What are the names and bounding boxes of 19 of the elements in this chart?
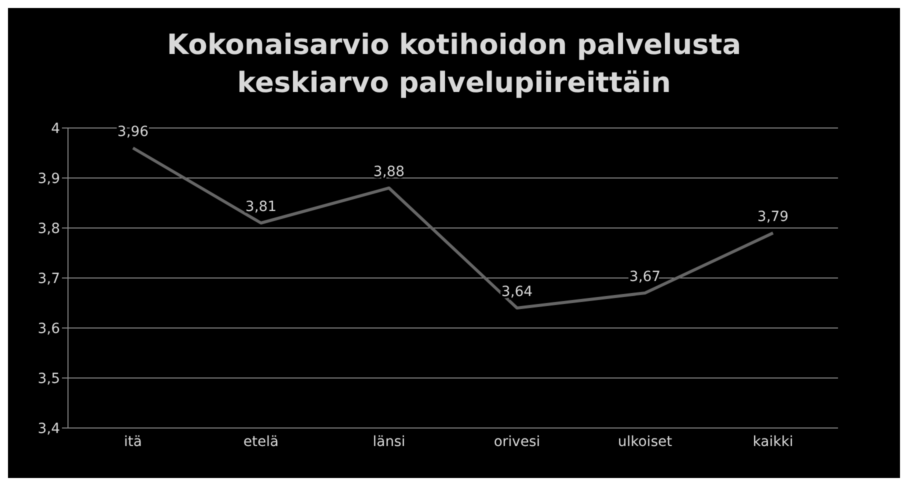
text: 3,81 [245,199,277,215]
y-tick-label: 3,7 [38,270,60,287]
y-tick-label: 3,8 [38,220,60,237]
x-tick-label: orivesi [494,434,540,450]
text: 3,79 [757,209,789,225]
x-tick-label: länsi [372,434,406,450]
text: 3,96 [117,124,149,140]
x-tick-label: itä [124,434,142,450]
text: 3,64 [501,284,533,300]
x-tick-label: kaikki [752,434,794,450]
y-tick-label: 3,4 [38,420,60,437]
chart-title: Kokonaisarvio kotihoidon palvelusta keskiarvo palvelupiireittäin [166,27,742,101]
y-tick-label: 3,5 [38,370,60,387]
text: 3,88 [373,164,405,180]
y-tick-label: 3,9 [38,170,60,187]
y-tick-label: 4 [51,120,60,137]
y-tick-label: 3,6 [38,320,60,337]
x-tick-label: etelä [243,434,279,450]
x-tick-label: ulkoiset [618,434,673,450]
